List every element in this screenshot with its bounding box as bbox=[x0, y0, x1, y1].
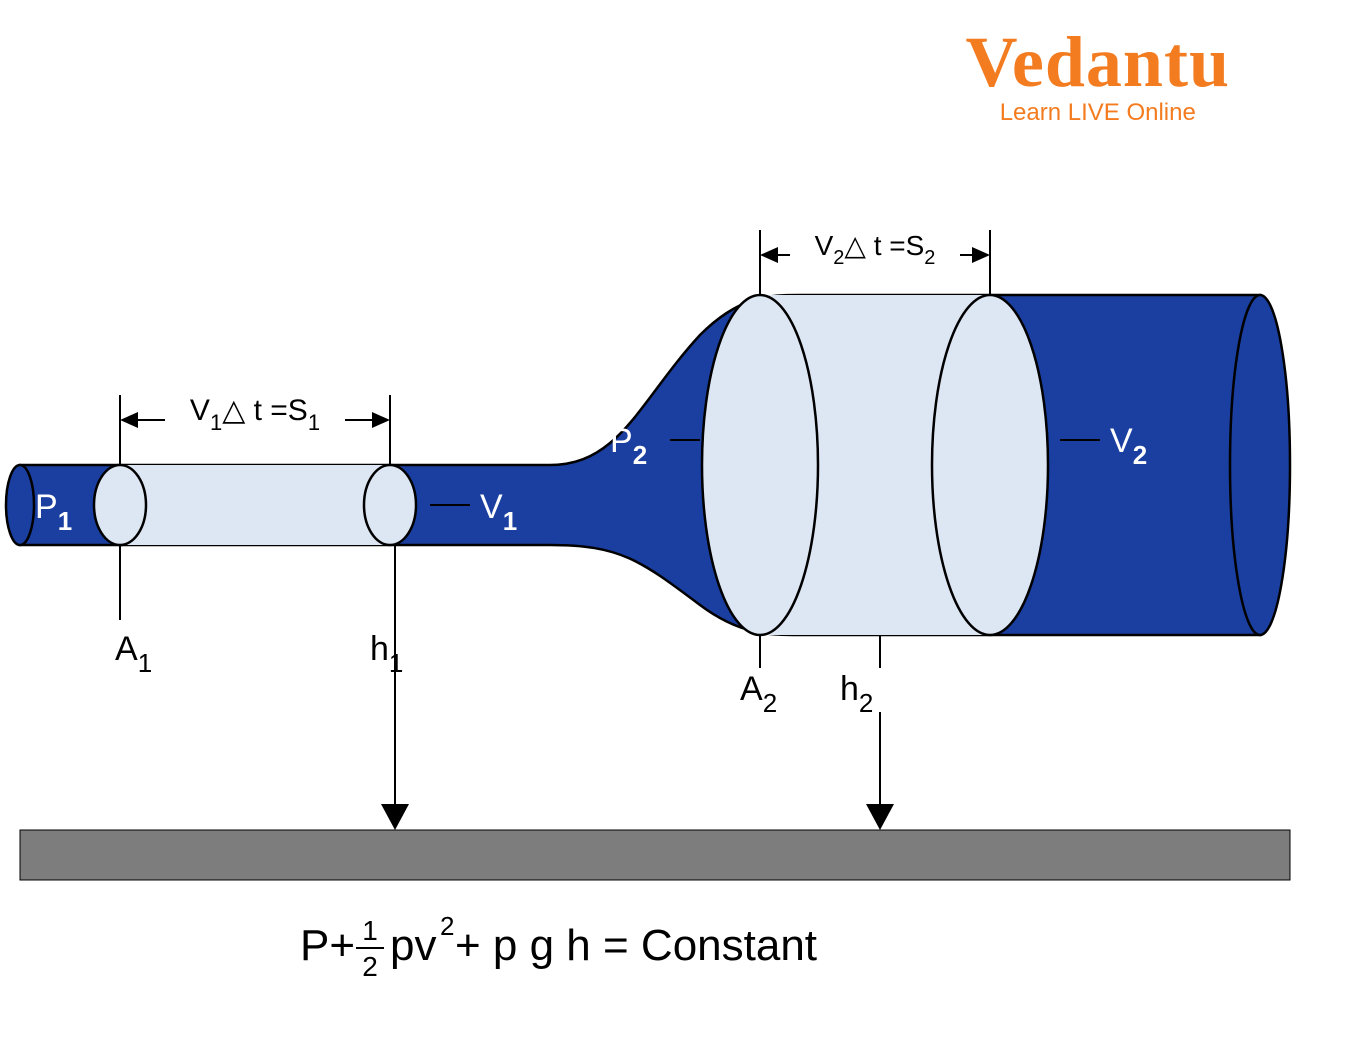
right-section-ellipse-a bbox=[702, 295, 818, 635]
eq-pv: pv bbox=[390, 921, 436, 970]
left-section-body bbox=[120, 465, 390, 545]
right-dim-arrow-b bbox=[972, 247, 990, 263]
right-section-ellipse-b bbox=[932, 295, 1048, 635]
left-section-ellipse-a bbox=[94, 465, 146, 545]
ground-bar bbox=[20, 830, 1290, 880]
eq-p: P+ bbox=[300, 921, 355, 970]
pipe-left-cap bbox=[6, 465, 34, 545]
bernoulli-diagram: V1△ t =S1 V2△ t =S2 P1 V1 P2 V2 A1 h1 A2 bbox=[0, 0, 1360, 1064]
pipe-right-cap bbox=[1230, 295, 1290, 635]
eq-rest: + p g h = Constant bbox=[455, 921, 817, 970]
eq-frac-den: 2 bbox=[362, 951, 378, 982]
left-dim-arrow-b bbox=[372, 412, 390, 428]
eq-frac-num: 1 bbox=[362, 915, 378, 946]
h1-label-bg bbox=[355, 628, 425, 672]
right-dim-arrow-a bbox=[760, 247, 778, 263]
bernoulli-equation: P+ 1 2 pv 2 + p g h = Constant bbox=[300, 911, 817, 982]
left-section-ellipse-b bbox=[364, 465, 416, 545]
eq-sup: 2 bbox=[440, 911, 454, 941]
h2-arrow-head bbox=[866, 804, 894, 830]
left-dim-arrow-a bbox=[120, 412, 138, 428]
label-a1: A1 bbox=[115, 630, 152, 678]
h1-arrow-head bbox=[381, 804, 409, 830]
